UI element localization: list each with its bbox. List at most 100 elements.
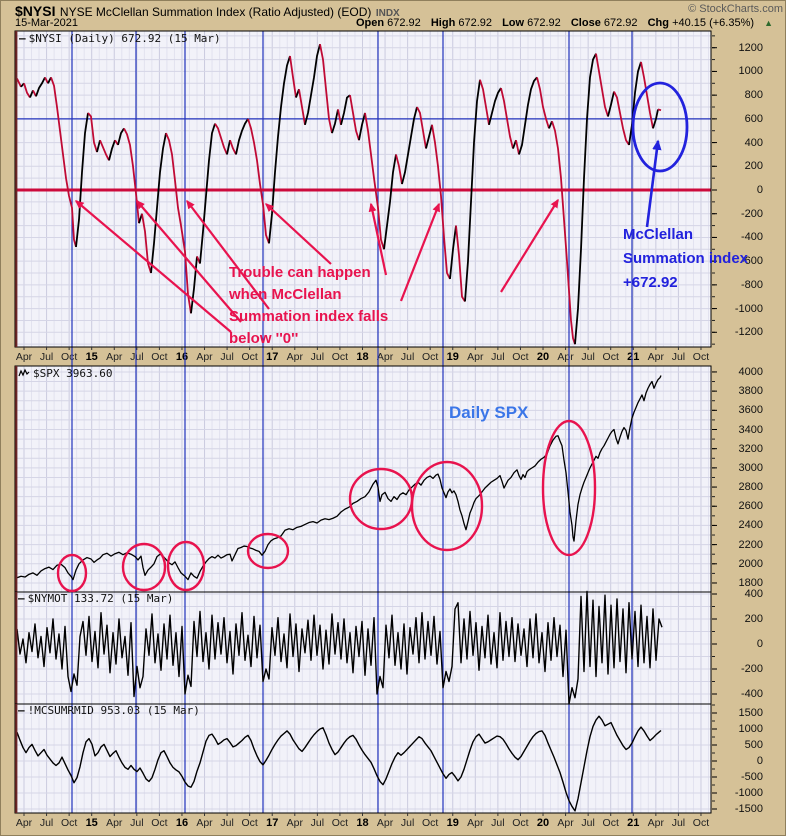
nysi-y-tick-label: 600: [744, 112, 763, 125]
annotation-daily-spx: Daily SPX: [449, 403, 529, 422]
mcsum-y-tick-label: -500: [740, 770, 763, 783]
nysi-legend-label: $NYSI (Daily) 672.92 (15 Mar): [28, 32, 221, 45]
x-tick-label: Oct: [60, 350, 78, 363]
x-tick-label: Jul: [310, 350, 325, 363]
nymot-legend-label: $NYMOT 133.72 (15 Mar): [27, 592, 174, 605]
close-value: 672.92: [603, 17, 638, 29]
x-tick-label: Oct: [241, 350, 258, 363]
nysi-y-tick-label: 1000: [738, 65, 763, 78]
spx-y-tick-label: 2600: [738, 500, 763, 513]
x-tick-label: Oct: [331, 816, 349, 829]
mcsum-y-tick-label: 0: [756, 754, 763, 767]
trouble-note-line: Trouble can happen: [229, 264, 371, 281]
spx-y-tick-label: 2000: [738, 557, 763, 570]
x-tick-label: Jul: [39, 350, 54, 363]
nymot-y-tick-label: -400: [740, 688, 763, 700]
x-tick-label: Jul: [220, 350, 234, 363]
trouble-note-line: below ''0'': [229, 330, 299, 347]
open-label: Open: [355, 17, 385, 29]
change-up-triangle-icon: ▲: [764, 18, 773, 28]
x-tick-label: Apr: [467, 816, 484, 829]
x-tick-label: 17: [266, 816, 279, 829]
x-tick-label: Oct: [331, 350, 349, 363]
x-tick-label: 16: [175, 816, 189, 829]
spx-y-tick-label: 3800: [738, 385, 763, 398]
spx-y-tick-label: 1800: [738, 576, 763, 589]
x-tick-label: 18: [356, 816, 369, 829]
chg-value: +40.15 (+6.35%): [672, 17, 755, 29]
x-tick-label: Apr: [647, 816, 665, 829]
chart-header: $NYSI NYSE McClellan Summation Index (Ra…: [1, 1, 785, 31]
mcclellan-note-line: +672.92: [623, 274, 678, 291]
trouble-arrow: [399, 202, 441, 302]
x-tick-label: Jul: [671, 816, 686, 829]
x-tick-label: 20: [536, 816, 550, 829]
x-tick-label: Jul: [310, 816, 325, 829]
nymot-y-tick-label: -200: [740, 663, 763, 675]
annotation-mcclellan-note: McClellan Summation index +672.92: [623, 223, 748, 295]
x-tick-label: Oct: [60, 816, 78, 829]
x-tick-label: Oct: [602, 816, 619, 829]
x-tick-label: Oct: [512, 350, 529, 363]
x-tick-label: Jul: [581, 816, 595, 829]
x-tick-label: 15: [85, 350, 98, 363]
mcsum-legend-label: !MCSUMRMID 953.03 (15 Mar): [27, 704, 200, 717]
x-tick-label: Jul: [220, 816, 234, 829]
spx-event-ellipse: [541, 419, 597, 557]
mcsum-legend-line-icon: —: [18, 704, 25, 717]
spx-legend: $SPX 3963.60: [18, 367, 112, 380]
open-value: 672.92: [387, 17, 421, 29]
nysi-y-tick-label: 800: [744, 89, 763, 102]
x-tick-label: Oct: [602, 350, 619, 363]
annotation-trouble-note: Trouble can happen when McClellan Summat…: [229, 262, 388, 350]
x-tick-label: Apr: [286, 350, 303, 363]
x-tick-label: Oct: [512, 816, 529, 829]
symbol: $NYSI: [15, 3, 56, 19]
x-tick-label: Apr: [557, 816, 574, 829]
exchange-label: INDX: [375, 8, 400, 19]
mcsum-y-tick-label: -1500: [734, 802, 763, 815]
x-tick-label: Apr: [557, 350, 574, 363]
x-tick-label: Jul: [671, 350, 686, 363]
x-tick-label: Apr: [196, 816, 213, 829]
nysi-legend-line-icon: —: [19, 32, 26, 45]
mcsum-y-tick-label: -1000: [734, 786, 763, 799]
spx-legend-label: $SPX 3963.60: [33, 367, 113, 380]
x-tick-label: Jul: [491, 816, 505, 829]
nymot-legend: — $NYMOT 133.72 (15 Mar): [18, 592, 173, 605]
spx-y-tick-label: 3600: [738, 404, 763, 417]
spx-event-ellipse: [166, 540, 206, 592]
nymot-y-tick-label: 0: [756, 638, 763, 650]
high-label: High: [430, 17, 456, 29]
x-tick-label: Oct: [692, 816, 710, 829]
spx-y-tick-label: 3200: [738, 442, 763, 455]
x-tick-label: Jul: [400, 350, 415, 363]
x-tick-label: 20: [536, 350, 550, 363]
trouble-note-line: when McClellan: [229, 286, 342, 303]
nymot-y-tick-label: 400: [744, 588, 763, 600]
spx-event-ellipse: [246, 532, 290, 570]
spx-event-ellipse: [410, 460, 484, 552]
chart-title: NYSE McClellan Summation Index (Ratio Ad…: [59, 5, 372, 19]
x-tick-label: Oct: [241, 816, 258, 829]
x-tick-label: Oct: [422, 816, 439, 829]
x-tick-label: Apr: [376, 816, 394, 829]
spx-series-line: [16, 375, 662, 581]
nysi-y-tick-label: -1200: [734, 326, 763, 339]
nysi-y-tick-label: 200: [744, 160, 763, 173]
chg-label: Chg: [647, 17, 669, 29]
trouble-arrow: [186, 199, 270, 310]
x-tick-label: Jul: [400, 816, 415, 829]
mcsum-legend: — !MCSUMRMID 953.03 (15 Mar): [18, 704, 200, 717]
x-tick-label: Oct: [692, 350, 710, 363]
x-tick-label: Oct: [151, 816, 168, 829]
x-tick-label: Apr: [15, 350, 33, 363]
nymot-y-tick-label: 200: [744, 613, 763, 625]
x-tick-label: Apr: [106, 350, 123, 363]
x-tick-label: Jul: [491, 350, 505, 363]
spx-y-tick-label: 4000: [738, 365, 763, 378]
nysi-y-tick-label: -1000: [734, 302, 763, 315]
header-title-row: $NYSI NYSE McClellan Summation Index (Ra…: [15, 3, 775, 21]
x-tick-label: Apr: [286, 816, 303, 829]
x-tick-label: Apr: [376, 350, 394, 363]
